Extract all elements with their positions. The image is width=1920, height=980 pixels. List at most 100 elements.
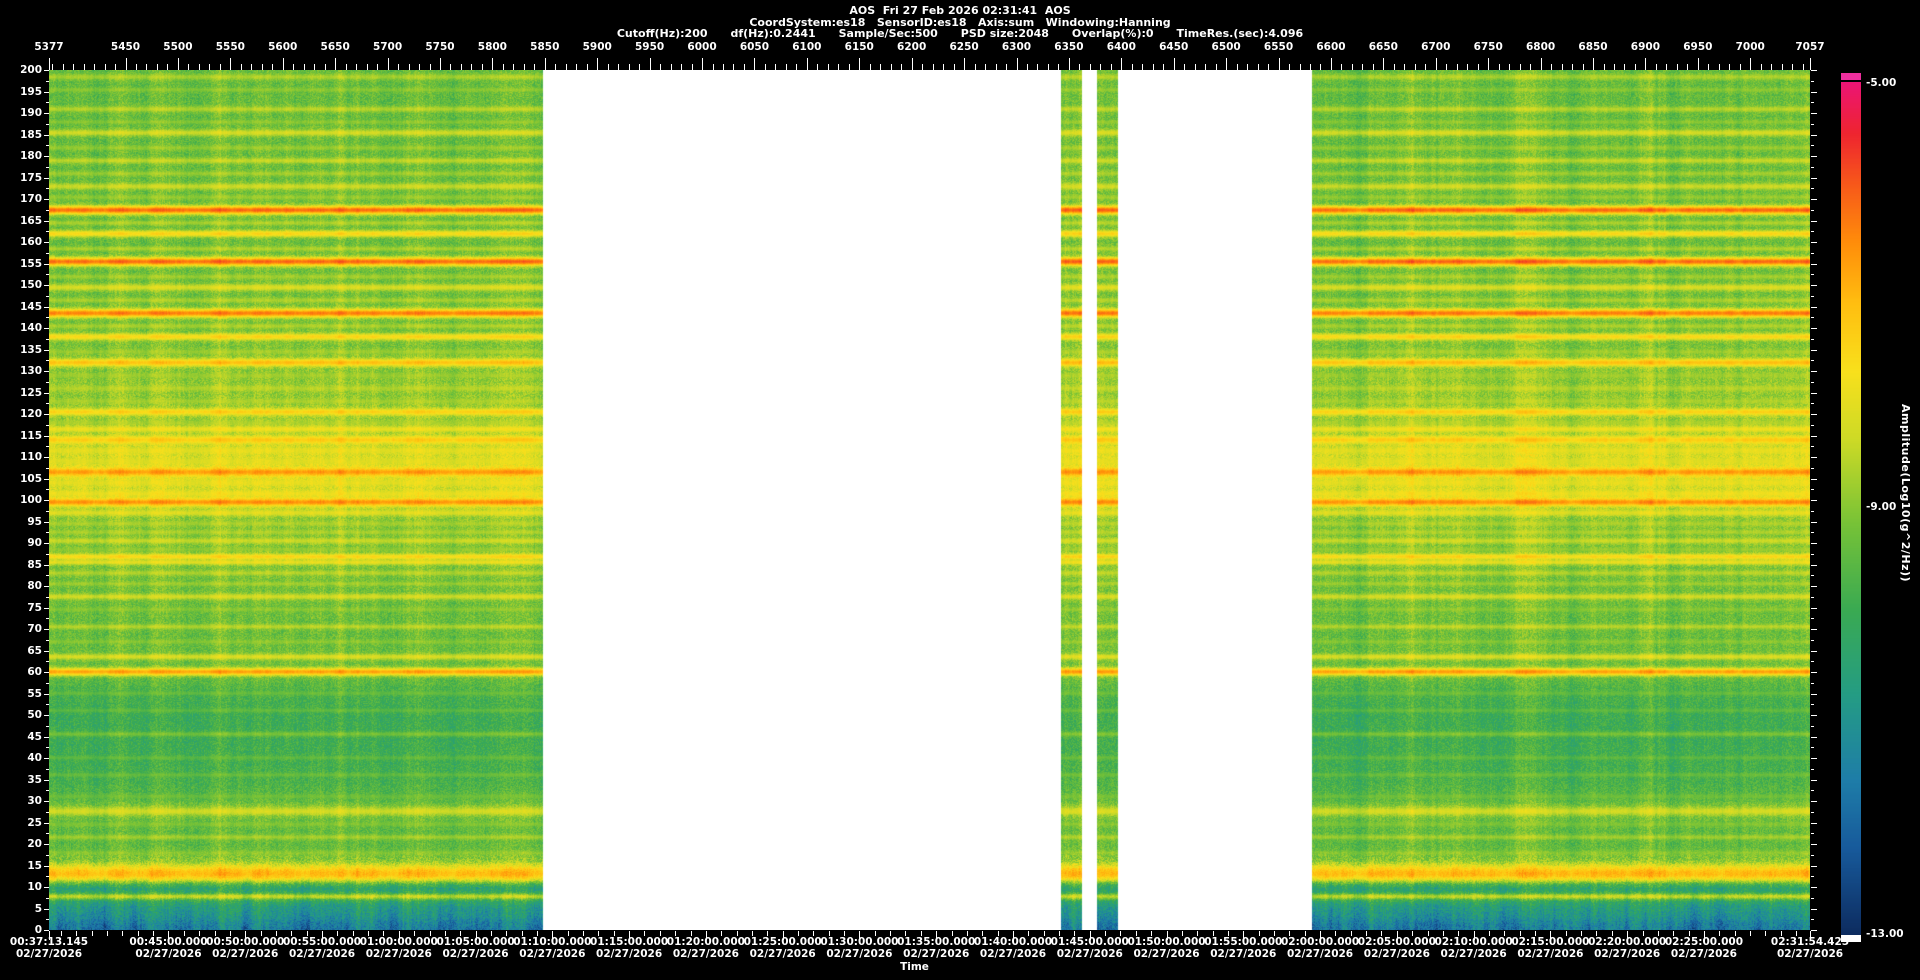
time-axis-minor-tick — [1335, 931, 1336, 936]
top-axis-minor-tick — [1320, 64, 1321, 70]
freq-axis-major-tick-right — [1811, 479, 1817, 480]
top-axis-minor-tick — [325, 64, 326, 70]
freq-axis-major-tick — [44, 651, 49, 652]
top-axis-minor-tick — [608, 64, 609, 70]
time-axis-minor-tick — [1489, 931, 1490, 936]
freq-axis-label: 40 — [27, 752, 42, 764]
time-axis-label-time: 01:10:00.000 — [513, 936, 592, 948]
time-axis-label-date: 02/27/2026 — [672, 948, 739, 960]
time-axis-minor-tick — [1074, 931, 1075, 936]
time-axis-minor-tick — [721, 931, 722, 936]
top-axis-label: 5450 — [110, 41, 141, 53]
top-axis-minor-tick — [1666, 64, 1667, 70]
top-axis-minor-tick — [1153, 64, 1154, 70]
time-axis-minor-tick — [598, 931, 599, 936]
freq-axis-minor-tick-right — [1811, 231, 1814, 232]
time-axis-minor-tick — [1474, 931, 1475, 936]
time-axis-minor-tick — [1259, 931, 1260, 936]
freq-axis-major-tick — [44, 70, 49, 71]
freq-axis-minor-tick-right — [1811, 532, 1814, 533]
time-axis-minor-tick — [752, 931, 753, 936]
top-axis-minor-tick — [241, 64, 242, 70]
freq-axis-minor-tick — [46, 188, 49, 189]
time-axis-minor-tick — [1213, 931, 1214, 936]
time-axis-minor-tick — [737, 931, 738, 936]
top-axis-label: 5950 — [635, 41, 665, 53]
time-axis-label: 02:15:00.000 02/27/2026 — [1500, 936, 1600, 960]
freq-axis-minor-tick — [46, 468, 49, 469]
top-axis-minor-tick — [388, 64, 389, 70]
top-axis-minor-tick — [1404, 64, 1405, 70]
top-axis-minor-tick — [398, 64, 399, 70]
time-axis-minor-tick — [1796, 931, 1797, 936]
spectrogram-canvas[interactable] — [49, 70, 1810, 930]
freq-axis-label: 140 — [20, 322, 42, 334]
time-axis-label-time: 02:25:00.000 — [1664, 936, 1743, 948]
top-axis-minor-tick — [220, 64, 221, 70]
time-axis-label: 00:37:13.145 02/27/2026 — [0, 936, 99, 960]
top-axis-label: 5377 — [34, 41, 64, 53]
top-axis-label: 6900 — [1630, 41, 1661, 53]
time-axis-minor-tick — [92, 931, 93, 936]
time-axis-minor-tick — [138, 931, 139, 936]
freq-axis-major-tick-right — [1811, 350, 1817, 351]
time-axis-label-time: 01:40:00.000 — [973, 936, 1053, 948]
top-axis-minor-tick — [1604, 64, 1605, 70]
time-axis-minor-tick — [706, 931, 707, 936]
time-axis-minor-tick — [1228, 931, 1229, 936]
top-axis-minor-tick — [671, 64, 672, 70]
freq-axis-minor-tick — [46, 296, 49, 297]
top-axis-label: 6600 — [1316, 41, 1346, 53]
top-axis-minor-tick — [73, 64, 74, 70]
time-axis-minor-tick — [383, 931, 384, 936]
freq-axis-major-tick-right — [1811, 930, 1817, 931]
time-axis-label-date: 02/27/2026 — [1056, 948, 1123, 960]
top-axis-minor-tick — [304, 64, 305, 70]
freq-axis-major-tick-right — [1811, 307, 1817, 308]
time-axis-label-date: 02/27/2026 — [596, 948, 663, 960]
header-config-line: CoordSystem:es18 SensorID:es18 Axis:sum … — [749, 16, 1171, 29]
header-params-line: Cutoff(Hz):200 df(Hz):0.2441 Sample/Sec:… — [616, 27, 1304, 40]
time-axis-label-time: 02:15:00.000 — [1511, 936, 1590, 948]
freq-axis-major-tick — [44, 113, 49, 114]
freq-axis-minor-tick — [46, 747, 49, 748]
top-axis-minor-tick — [964, 64, 965, 70]
freq-axis-major-tick — [44, 221, 49, 222]
freq-axis-major-tick — [44, 823, 49, 824]
freq-axis-minor-tick-right — [1811, 747, 1814, 748]
time-axis-label-date: 02/27/2026 — [979, 948, 1047, 960]
freq-axis-minor-tick — [46, 876, 49, 877]
top-axis-minor-tick — [1184, 64, 1185, 70]
time-axis-minor-tick — [1182, 931, 1183, 936]
freq-axis-major-tick — [44, 758, 49, 759]
top-axis-minor-tick — [105, 64, 106, 70]
time-axis-minor-tick — [552, 931, 553, 936]
top-axis-minor-tick — [430, 64, 431, 70]
freq-axis-minor-tick-right — [1811, 575, 1814, 576]
freq-axis-label: 190 — [20, 107, 42, 119]
freq-axis-minor-tick — [46, 511, 49, 512]
top-axis-minor-tick — [1541, 64, 1542, 70]
freq-axis-minor-tick-right — [1811, 446, 1814, 447]
freq-axis-major-tick-right — [1811, 737, 1817, 738]
top-axis-minor-tick — [650, 64, 651, 70]
freq-axis-major-tick-right — [1811, 866, 1817, 867]
top-axis-minor-tick — [1300, 64, 1301, 70]
freq-axis-minor-tick-right — [1811, 81, 1814, 82]
freq-axis-minor-tick-right — [1811, 296, 1814, 297]
top-axis-minor-tick — [346, 64, 347, 70]
top-axis-minor-tick — [1027, 64, 1028, 70]
time-axis-label-time: 00:45:00.000 — [129, 936, 208, 948]
freq-axis-label: 60 — [27, 666, 42, 678]
freq-axis-minor-tick-right — [1811, 210, 1814, 211]
top-axis-label: 6200 — [897, 41, 927, 53]
colorbar-gradient — [1841, 82, 1861, 935]
top-axis-minor-tick — [157, 64, 158, 70]
freq-axis-major-tick — [44, 586, 49, 587]
freq-axis-major-tick-right — [1811, 844, 1817, 845]
time-axis-minor-tick — [1013, 931, 1014, 936]
top-axis-minor-tick — [943, 64, 944, 70]
freq-axis-label: 115 — [20, 429, 42, 442]
top-axis-minor-tick — [1132, 64, 1133, 70]
time-axis-minor-tick — [1612, 931, 1613, 936]
